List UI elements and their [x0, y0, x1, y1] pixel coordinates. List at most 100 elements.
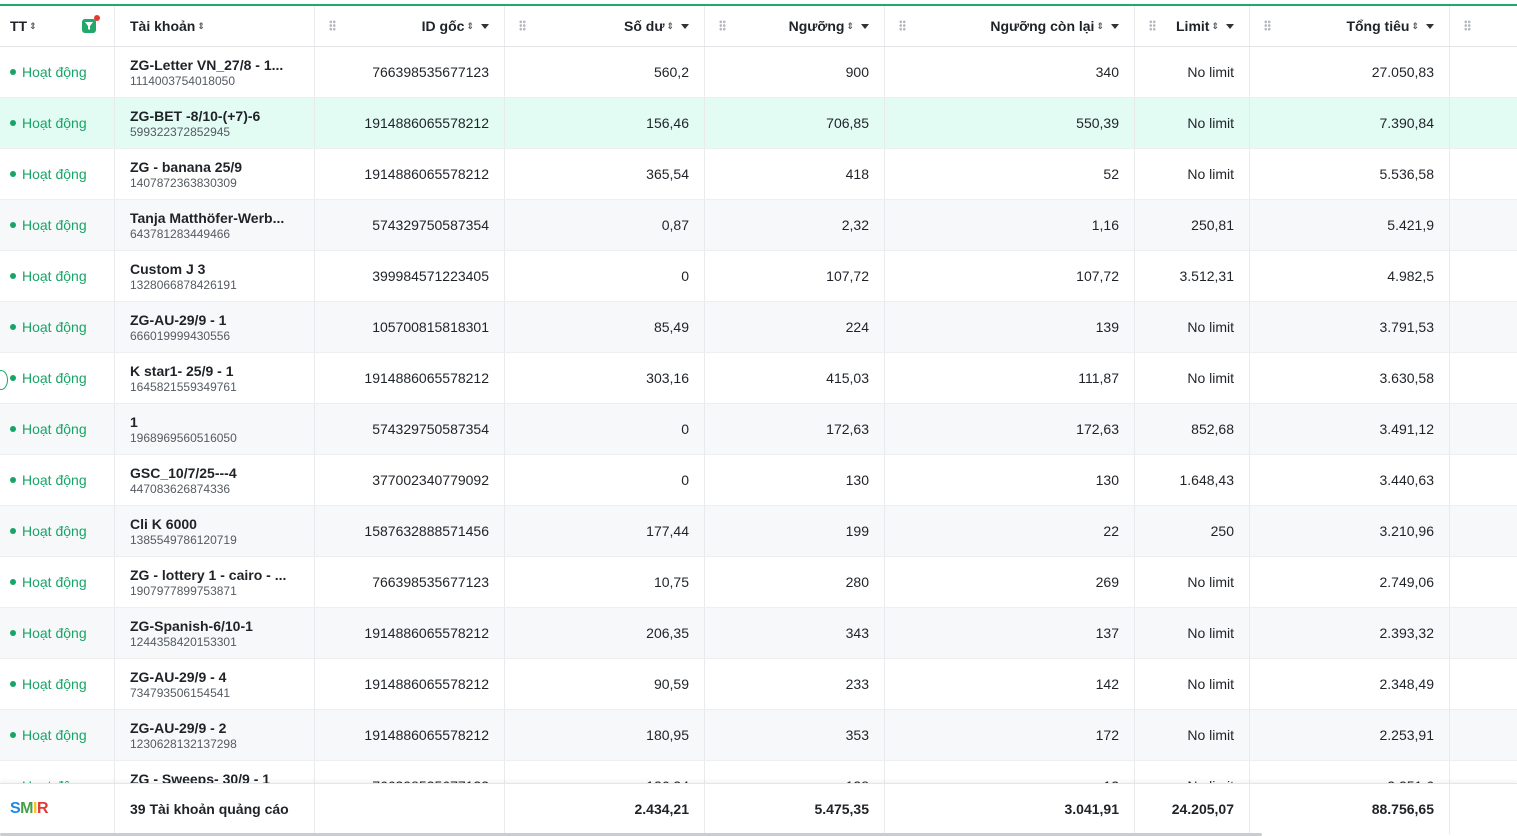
limit-cell: No limit	[1135, 659, 1250, 709]
total-spend-cell: 5.536,58	[1250, 149, 1450, 199]
account-name[interactable]: ZG - banana 25/9	[130, 158, 243, 175]
limit-cell: No limit	[1135, 557, 1250, 607]
account-cell[interactable]: ZG-AU-29/9 - 4 734793506154541	[115, 659, 315, 709]
chevron-down-icon[interactable]	[481, 23, 489, 29]
header-extra[interactable]	[1450, 6, 1517, 46]
account-name[interactable]: GSC_10/7/25---4	[130, 464, 237, 481]
smir-logo: SMIR	[10, 800, 49, 817]
extra-cell	[1450, 302, 1517, 352]
account-name[interactable]: ZG-AU-29/9 - 1	[130, 311, 227, 328]
account-name[interactable]: Tanja Matthöfer-Werb...	[130, 209, 285, 226]
account-cell[interactable]: ZG - lottery 1 - cairo - ... 190797789975…	[115, 557, 315, 607]
sort-icon[interactable]: ⇕	[29, 20, 36, 31]
account-cell[interactable]: ZG-Letter VN_27/8 - 1... 1114003754018050	[115, 47, 315, 97]
sort-icon[interactable]: ⇕	[197, 20, 204, 31]
account-name[interactable]: 1	[130, 413, 138, 430]
table-row[interactable]: Hoạt động K star1- 25/9 - 1 16458215593497…	[0, 353, 1517, 404]
status-label: Hoạt động	[22, 421, 87, 437]
account-name[interactable]: K star1- 25/9 - 1	[130, 362, 234, 379]
table-row[interactable]: Hoạt động ZG-AU-29/9 - 4 734793506154541 19…	[0, 659, 1517, 710]
drag-handle-icon[interactable]	[329, 20, 336, 31]
table-row[interactable]: Hoạt động ZG - lottery 1 - cairo - ... 190…	[0, 557, 1517, 608]
header-tt[interactable]: TT ⇕	[0, 6, 115, 46]
account-cell[interactable]: ZG - banana 25/9 1407872363830309	[115, 149, 315, 199]
account-name[interactable]: ZG - lottery 1 - cairo - ...	[130, 566, 287, 583]
drag-handle-icon[interactable]	[1264, 20, 1271, 31]
status-badge: Hoạt động	[10, 472, 87, 488]
header-threshold-remaining[interactable]: Ngưỡng còn lại ⇕	[885, 6, 1135, 46]
header-total-spend[interactable]: Tổng tiêu ⇕	[1250, 6, 1450, 46]
threshold-cell: 233	[705, 659, 885, 709]
account-name[interactable]: ZG-AU-29/9 - 2	[130, 719, 227, 736]
extra-cell	[1450, 353, 1517, 403]
account-name[interactable]: Cli K 6000	[130, 515, 197, 532]
account-id: 447083626874336	[130, 481, 231, 496]
account-cell[interactable]: Custom J 3 1328066878426191	[115, 251, 315, 301]
sort-icon[interactable]: ⇕	[846, 20, 853, 31]
sort-icon[interactable]: ⇕	[1211, 20, 1218, 31]
drag-handle-icon[interactable]	[719, 20, 726, 31]
drag-handle-icon[interactable]	[519, 20, 526, 31]
account-id: 643781283449466	[130, 226, 231, 241]
table-row[interactable]: Hoạt động ZG-Letter VN_27/8 - 1... 1114003…	[0, 47, 1517, 98]
table-row[interactable]: Hoạt động 1 1968969560516050 57432975058735…	[0, 404, 1517, 455]
status-dot-icon	[10, 477, 16, 483]
account-id: 1230628132137298	[130, 736, 237, 751]
header-account[interactable]: Tài khoản ⇕	[115, 6, 315, 46]
extra-cell	[1450, 200, 1517, 250]
account-cell[interactable]: Tanja Matthöfer-Werb... 643781283449466	[115, 200, 315, 250]
table-row[interactable]: Hoạt động GSC_10/7/25---4 447083626874336 3…	[0, 455, 1517, 506]
table-row[interactable]: Hoạt động Tanja Matthöfer-Werb... 64378128…	[0, 200, 1517, 251]
header-source-id[interactable]: ID gốc ⇕	[315, 6, 505, 46]
table-row[interactable]: Hoạt động ZG - banana 25/9 140787236383030…	[0, 149, 1517, 200]
header-balance[interactable]: Số dư ⇕	[505, 6, 705, 46]
table-body: Hoạt động ZG-Letter VN_27/8 - 1... 1114003…	[0, 47, 1517, 812]
horizontal-scrollbar[interactable]	[0, 833, 1262, 836]
filter-icon[interactable]	[82, 19, 96, 33]
account-name[interactable]: ZG-BET -8/10-(+7)-6	[130, 107, 261, 124]
account-name[interactable]: ZG-Letter VN_27/8 - 1...	[130, 56, 284, 73]
account-cell[interactable]: GSC_10/7/25---4 447083626874336	[115, 455, 315, 505]
table-row[interactable]: Hoạt động ZG-BET -8/10-(+7)-6 599322372852…	[0, 98, 1517, 149]
header-limit[interactable]: Limit ⇕	[1135, 6, 1250, 46]
total-spend-cell: 7.390,84	[1250, 98, 1450, 148]
account-name[interactable]: Custom J 3	[130, 260, 206, 277]
sort-icon[interactable]: ⇕	[1411, 20, 1418, 31]
account-cell[interactable]: K star1- 25/9 - 1 1645821559349761	[115, 353, 315, 403]
chevron-down-icon[interactable]	[1426, 23, 1434, 29]
account-cell[interactable]: ZG-BET -8/10-(+7)-6 599322372852945	[115, 98, 315, 148]
table-row[interactable]: Hoạt động ZG-AU-29/9 - 2 1230628132137298 1…	[0, 710, 1517, 761]
chevron-down-icon[interactable]	[1226, 23, 1234, 29]
table-row[interactable]: Hoạt động Custom J 3 1328066878426191 39998…	[0, 251, 1517, 302]
limit-cell: No limit	[1135, 353, 1250, 403]
account-cell[interactable]: Cli K 6000 1385549786120719	[115, 506, 315, 556]
status-dot-icon	[10, 579, 16, 585]
status-cell: Hoạt động	[0, 200, 115, 250]
account-name[interactable]: ZG-Spanish-6/10-1	[130, 617, 253, 634]
limit-cell: 852,68	[1135, 404, 1250, 454]
chevron-down-icon[interactable]	[861, 23, 869, 29]
account-name[interactable]: ZG-AU-29/9 - 4	[130, 668, 227, 685]
remaining-cell: 22	[885, 506, 1135, 556]
status-cell: Hoạt động	[0, 353, 115, 403]
drag-handle-icon[interactable]	[1149, 20, 1156, 31]
header-limit-label: Limit	[1176, 18, 1210, 34]
account-cell[interactable]: 1 1968969560516050	[115, 404, 315, 454]
chevron-down-icon[interactable]	[681, 23, 689, 29]
sort-icon[interactable]: ⇕	[466, 20, 473, 31]
header-threshold[interactable]: Ngưỡng ⇕	[705, 6, 885, 46]
chevron-down-icon[interactable]	[1111, 23, 1119, 29]
drag-handle-icon[interactable]	[1464, 20, 1471, 31]
status-badge: Hoạt động	[10, 625, 87, 641]
drag-handle-icon[interactable]	[899, 20, 906, 31]
table-row[interactable]: Hoạt động Cli K 6000 1385549786120719 15876…	[0, 506, 1517, 557]
account-cell[interactable]: ZG-Spanish-6/10-1 1244358420153301	[115, 608, 315, 658]
source-id-cell: 766398535677123	[315, 47, 505, 97]
sort-icon[interactable]: ⇕	[666, 20, 673, 31]
table-row[interactable]: Hoạt động ZG-AU-29/9 - 1 666019999430556 10…	[0, 302, 1517, 353]
status-badge: Hoạt động	[10, 676, 87, 692]
account-cell[interactable]: ZG-AU-29/9 - 2 1230628132137298	[115, 710, 315, 760]
account-cell[interactable]: ZG-AU-29/9 - 1 666019999430556	[115, 302, 315, 352]
sort-icon[interactable]: ⇕	[1096, 20, 1103, 31]
table-row[interactable]: Hoạt động ZG-Spanish-6/10-1 12443584201533…	[0, 608, 1517, 659]
